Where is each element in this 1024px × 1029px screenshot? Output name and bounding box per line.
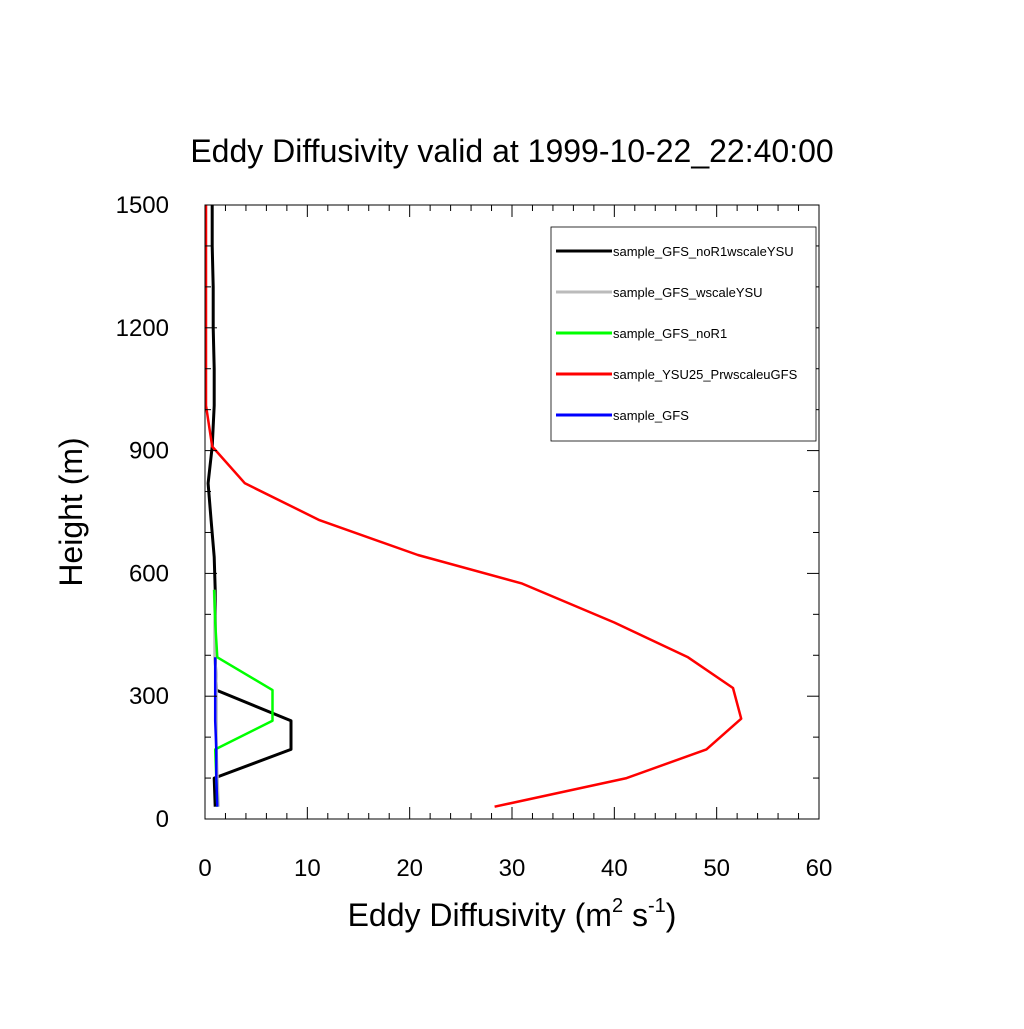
y-tick-label: 1500 (116, 192, 169, 219)
y-tick-label: 0 (156, 806, 169, 833)
series-line-3 (204, 205, 743, 808)
series-layer (204, 205, 743, 808)
legend-label-3: sample_YSU25_PrwscaleuGFS (613, 367, 798, 382)
x-tick-label: 30 (499, 855, 526, 882)
tick-layer (204, 204, 820, 820)
plot-frame (204, 204, 820, 820)
x-tick-label: 20 (396, 855, 423, 882)
x-axis-label: Eddy Diffusivity (m2 s-1) (348, 895, 677, 933)
x-tick-label: 50 (703, 855, 730, 882)
x-tick-label: 10 (294, 855, 321, 882)
y-tick-label: 300 (129, 683, 169, 710)
legend-label-2: sample_GFS_noR1 (613, 326, 727, 341)
series-line-4 (213, 657, 219, 807)
x-axis-label-mid: s (623, 897, 648, 933)
series-line-0 (206, 205, 293, 807)
legend: sample_GFS_noR1wscaleYSU sample_GFS_wscal… (550, 226, 817, 442)
legend-items: sample_GFS_noR1wscaleYSU sample_GFS_wscal… (556, 244, 798, 423)
legend-label-4: sample_GFS (613, 408, 689, 423)
y-tick-label: 1200 (116, 315, 169, 342)
x-axis-label-end: ) (666, 897, 677, 933)
y-axis-label: Height (m) (53, 437, 89, 586)
x-axis-label-sup-2: -1 (648, 895, 666, 917)
x-tick-label: 60 (806, 855, 833, 882)
chart-title: Eddy Diffusivity valid at 1999-10-22_22:… (190, 133, 833, 169)
x-tick-label: 0 (198, 855, 211, 882)
y-tick-labels: 0 300 600 900 1200 1500 (116, 192, 169, 833)
x-tick-labels: 0 10 20 30 40 50 60 (198, 855, 832, 882)
y-tick-label: 900 (129, 438, 169, 465)
y-tick-label: 600 (129, 560, 169, 587)
legend-label-0: sample_GFS_noR1wscaleYSU (613, 244, 794, 259)
x-axis-label-main: Eddy Diffusivity (m (348, 897, 612, 933)
x-tick-label: 40 (601, 855, 628, 882)
legend-label-1: sample_GFS_wscaleYSU (613, 285, 763, 300)
x-axis-label-sup-1: 2 (612, 895, 623, 917)
